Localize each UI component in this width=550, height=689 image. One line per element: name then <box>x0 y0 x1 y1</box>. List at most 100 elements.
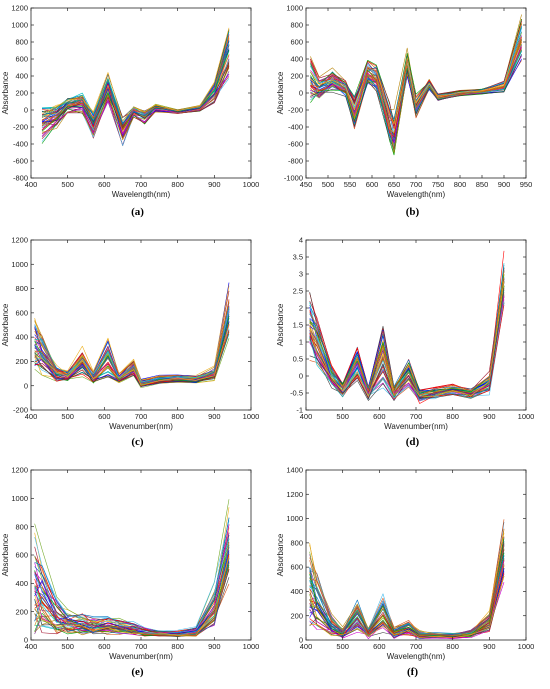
y-tick-label: -1 <box>296 406 303 415</box>
x-tick-label: 700 <box>135 180 148 189</box>
x-tick-label: 800 <box>171 412 184 421</box>
x-tick-label: 400 <box>25 180 38 189</box>
series-line <box>34 556 230 636</box>
x-tick-label: 400 <box>300 412 313 421</box>
series-line <box>309 575 505 639</box>
series-line <box>41 60 230 133</box>
series-line <box>34 577 230 637</box>
x-tick-label: 500 <box>336 642 349 651</box>
series-line <box>41 61 230 129</box>
x-tick-label: 800 <box>446 642 459 651</box>
series-line <box>34 322 230 387</box>
series-line <box>41 54 230 131</box>
series-line <box>310 39 522 150</box>
y-tick-label: -800 <box>288 157 303 166</box>
series-line <box>41 27 230 122</box>
series-line <box>309 287 505 399</box>
y-tick-label: 400 <box>15 72 28 81</box>
x-tick-label: 800 <box>454 180 467 189</box>
y-axis-label: Absorbance <box>276 533 285 576</box>
panel-d: 400 500 600 700 800 900 1000 -1 -0.5 0 0.5 1 1.5 2 2.5… <box>275 232 550 448</box>
x-tick-label: 500 <box>61 180 74 189</box>
y-tick-label: 3.5 <box>293 253 303 262</box>
x-tick-label: 400 <box>300 642 313 651</box>
series-line <box>34 550 230 635</box>
x-tick-label: 900 <box>208 180 221 189</box>
x-tick-label: 800 <box>171 180 184 189</box>
y-axis-label: Absorbance <box>1 71 10 114</box>
y-tick-label: 200 <box>290 611 303 620</box>
series-line <box>34 331 230 387</box>
y-tick-label: 200 <box>15 607 28 616</box>
y-tick-label: 1400 <box>286 466 303 475</box>
x-tick-label: 900 <box>208 412 221 421</box>
y-tick-label: 800 <box>290 538 303 547</box>
series-line <box>309 528 505 636</box>
series-line <box>34 524 230 633</box>
y-tick-label: -600 <box>288 140 303 149</box>
series-line <box>309 521 505 634</box>
y-tick-label: 1000 <box>286 4 303 13</box>
series-line <box>34 557 230 637</box>
x-tick-label: 1000 <box>243 180 260 189</box>
x-tick-label: 650 <box>388 180 401 189</box>
y-tick-label: 1 <box>299 338 303 347</box>
x-tick-label: 550 <box>344 180 357 189</box>
y-tick-label: 800 <box>15 522 28 531</box>
x-tick-label: 700 <box>135 642 148 651</box>
series-line <box>310 19 522 122</box>
series-line <box>309 280 505 394</box>
panel-caption-d: (d) <box>405 436 420 448</box>
x-axis-label: Wavenumber(nm) <box>109 422 173 431</box>
series-line <box>34 537 230 634</box>
series-line <box>34 313 230 386</box>
chart-f: 400 500 600 700 800 900 1000 0 200 400 600 800 1000 1… <box>276 466 535 661</box>
series-line <box>310 54 522 150</box>
y-tick-label: 200 <box>15 89 28 98</box>
series-line <box>41 59 230 131</box>
x-axis-label: Wavelength(nm) <box>387 652 446 661</box>
y-tick-label: -200 <box>13 406 28 415</box>
x-tick-label: 800 <box>171 642 184 651</box>
series-line <box>310 14 522 110</box>
chart-b: 450 500 550 600 650 700 750 800 850 900 950 -1000 -8… <box>276 4 533 199</box>
y-tick-label: 4 <box>299 236 303 245</box>
chart-a: 400 500 600 700 800 900 1000 -800 -600 -400 -200 0 2… <box>1 4 260 199</box>
y-axis-label: Absorbance <box>276 303 285 346</box>
panel-caption-e: (e) <box>131 666 144 678</box>
panel-caption-c: (c) <box>131 436 144 448</box>
y-tick-label: 1200 <box>11 4 28 13</box>
series-group <box>309 250 505 404</box>
y-tick-label: 800 <box>290 21 303 30</box>
series-line <box>41 64 230 131</box>
series-line <box>309 565 505 637</box>
panel-b: 450 500 550 600 650 700 750 800 850 900 950 -1000 -8… <box>275 0 550 218</box>
panel-caption-a: (a) <box>131 206 144 218</box>
x-tick-label: 800 <box>446 412 459 421</box>
x-tick-label: 500 <box>322 180 335 189</box>
y-tick-label: 2 <box>299 304 303 313</box>
series-line <box>34 567 230 637</box>
x-tick-label: 900 <box>208 642 221 651</box>
x-tick-label: 1000 <box>518 642 535 651</box>
series-line <box>41 44 230 135</box>
x-tick-label: 600 <box>366 180 379 189</box>
y-tick-label: -1000 <box>284 174 303 183</box>
y-tick-label: 0 <box>299 636 303 645</box>
y-tick-label: -200 <box>288 106 303 115</box>
series-line <box>41 66 230 139</box>
series-line <box>310 23 522 125</box>
y-tick-label: 400 <box>290 587 303 596</box>
x-axis-label: Wavenumber(nm) <box>384 422 448 431</box>
x-tick-label: 1000 <box>243 642 260 651</box>
series-line <box>310 37 522 125</box>
series-line <box>309 278 505 396</box>
x-tick-label: 950 <box>520 180 533 189</box>
y-tick-label: 1000 <box>286 514 303 523</box>
y-tick-label: 800 <box>15 284 28 293</box>
chart-c: 400 500 600 700 800 900 1000 -200 0 200 400 600 800 1… <box>1 236 259 431</box>
series-group <box>34 499 230 637</box>
y-tick-label: 600 <box>15 551 28 560</box>
panel-c: 400 500 600 700 800 900 1000 -200 0 200 400 600 800 1… <box>0 232 275 448</box>
x-tick-label: 500 <box>61 412 74 421</box>
